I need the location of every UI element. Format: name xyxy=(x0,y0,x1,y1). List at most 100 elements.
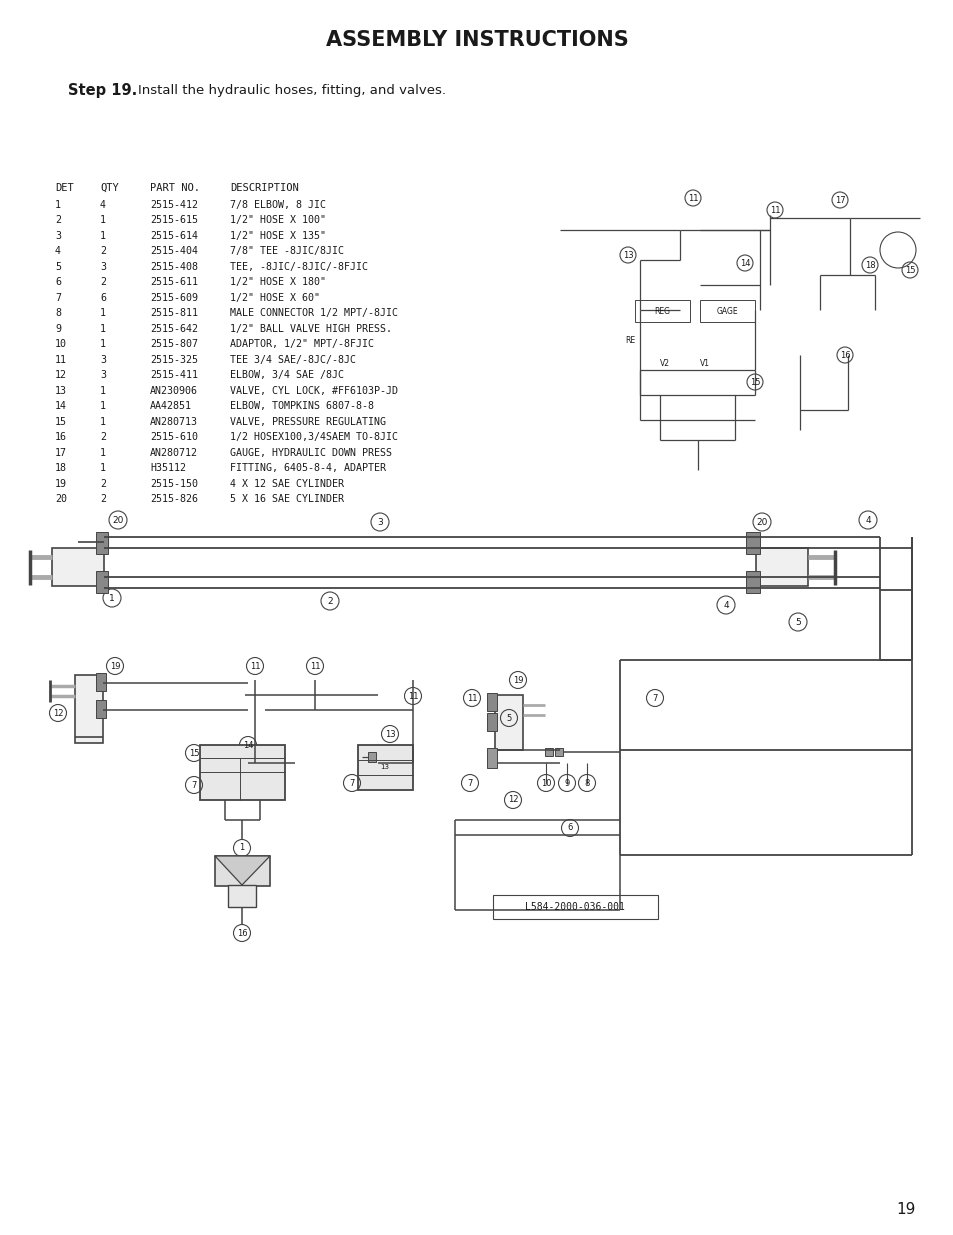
Text: 12: 12 xyxy=(507,795,517,804)
Text: DET: DET xyxy=(55,183,73,193)
Text: 15: 15 xyxy=(903,266,914,274)
Text: 17: 17 xyxy=(834,195,844,205)
Text: 2: 2 xyxy=(100,432,106,442)
Text: 1: 1 xyxy=(100,231,106,241)
Text: 7: 7 xyxy=(55,293,61,303)
Text: 4: 4 xyxy=(864,515,870,525)
Text: 15: 15 xyxy=(189,748,199,757)
Text: 7/8" TEE -8JIC/8JIC: 7/8" TEE -8JIC/8JIC xyxy=(230,246,344,256)
Bar xyxy=(52,548,104,585)
Text: 9: 9 xyxy=(55,324,61,333)
Bar xyxy=(357,745,413,790)
Bar xyxy=(214,856,270,885)
Text: 1/2" BALL VALVE HIGH PRESS.: 1/2" BALL VALVE HIGH PRESS. xyxy=(230,324,392,333)
Text: 2515-642: 2515-642 xyxy=(150,324,198,333)
Bar xyxy=(486,748,497,768)
Text: 20: 20 xyxy=(112,515,124,525)
Text: AN280712: AN280712 xyxy=(150,447,198,457)
Text: 3: 3 xyxy=(100,262,106,272)
Text: 4: 4 xyxy=(55,246,61,256)
Text: 2: 2 xyxy=(100,494,106,504)
Text: 18: 18 xyxy=(55,463,67,473)
Text: 2515-807: 2515-807 xyxy=(150,338,198,350)
Text: 1: 1 xyxy=(100,463,106,473)
Text: 5: 5 xyxy=(794,618,800,626)
Text: 1: 1 xyxy=(100,385,106,395)
Text: 3: 3 xyxy=(100,370,106,380)
Text: PART NO.: PART NO. xyxy=(150,183,200,193)
Text: 3: 3 xyxy=(376,517,382,526)
Text: V1: V1 xyxy=(700,358,709,368)
Text: 13: 13 xyxy=(384,730,395,739)
Text: 2: 2 xyxy=(55,215,61,225)
Bar xyxy=(486,693,497,711)
Text: 4: 4 xyxy=(722,600,728,610)
Text: 2: 2 xyxy=(327,597,333,605)
Text: 3: 3 xyxy=(55,231,61,241)
Text: 19: 19 xyxy=(55,478,67,489)
Text: 1: 1 xyxy=(55,200,61,210)
Text: 1: 1 xyxy=(239,844,244,852)
Text: FITTING, 6405-8-4, ADAPTER: FITTING, 6405-8-4, ADAPTER xyxy=(230,463,386,473)
Text: 11: 11 xyxy=(687,194,698,203)
Text: 2515-412: 2515-412 xyxy=(150,200,198,210)
Bar xyxy=(555,748,562,756)
Text: AN280713: AN280713 xyxy=(150,416,198,426)
Text: 16: 16 xyxy=(236,929,247,937)
Text: DESCRIPTION: DESCRIPTION xyxy=(230,183,298,193)
Text: 7: 7 xyxy=(349,778,355,788)
Text: 13: 13 xyxy=(55,385,67,395)
Text: 1: 1 xyxy=(100,338,106,350)
Text: 2: 2 xyxy=(100,246,106,256)
Text: 1: 1 xyxy=(100,324,106,333)
Text: TEE, -8JIC/-8JIC/-8FJIC: TEE, -8JIC/-8JIC/-8FJIC xyxy=(230,262,368,272)
Text: 1: 1 xyxy=(100,416,106,426)
Text: ELBOW, 3/4 SAE /8JC: ELBOW, 3/4 SAE /8JC xyxy=(230,370,344,380)
Text: 1/2 HOSEX100,3/4SAEM TO-8JIC: 1/2 HOSEX100,3/4SAEM TO-8JIC xyxy=(230,432,397,442)
Bar xyxy=(745,571,760,593)
Bar xyxy=(745,532,760,555)
Text: 9: 9 xyxy=(564,778,569,788)
Text: 18: 18 xyxy=(863,261,875,269)
Text: 5 X 16 SAE CYLINDER: 5 X 16 SAE CYLINDER xyxy=(230,494,344,504)
Text: GAGE: GAGE xyxy=(716,306,737,315)
Text: Step 19.: Step 19. xyxy=(68,83,137,98)
Bar xyxy=(700,300,754,322)
Text: 15: 15 xyxy=(749,378,760,387)
Text: 3: 3 xyxy=(100,354,106,364)
Text: 2515-325: 2515-325 xyxy=(150,354,198,364)
Bar xyxy=(228,885,255,906)
Text: 10: 10 xyxy=(55,338,67,350)
Bar xyxy=(495,695,522,750)
Text: MALE CONNECTOR 1/2 MPT/-8JIC: MALE CONNECTOR 1/2 MPT/-8JIC xyxy=(230,308,397,317)
Text: 19: 19 xyxy=(110,662,120,671)
Text: 11: 11 xyxy=(407,692,417,700)
Text: 4: 4 xyxy=(100,200,106,210)
Bar xyxy=(486,713,497,731)
Text: V2: V2 xyxy=(659,358,669,368)
Bar xyxy=(96,571,108,593)
Text: 7: 7 xyxy=(192,781,196,789)
Text: 12: 12 xyxy=(55,370,67,380)
Text: 2515-611: 2515-611 xyxy=(150,277,198,287)
Text: 12: 12 xyxy=(52,709,63,718)
Text: 8: 8 xyxy=(55,308,61,317)
Text: VALVE, PRESSURE REGULATING: VALVE, PRESSURE REGULATING xyxy=(230,416,386,426)
Bar xyxy=(544,748,553,756)
Text: TEE 3/4 SAE/-8JC/-8JC: TEE 3/4 SAE/-8JC/-8JC xyxy=(230,354,355,364)
Text: 19: 19 xyxy=(512,676,522,684)
Text: 2515-404: 2515-404 xyxy=(150,246,198,256)
Text: ELBOW, TOMPKINS 6807-8-8: ELBOW, TOMPKINS 6807-8-8 xyxy=(230,401,374,411)
Text: RE: RE xyxy=(624,336,635,345)
Bar xyxy=(96,700,106,718)
Text: 2515-411: 2515-411 xyxy=(150,370,198,380)
Text: 1: 1 xyxy=(100,447,106,457)
Text: 7/8 ELBOW, 8 JIC: 7/8 ELBOW, 8 JIC xyxy=(230,200,326,210)
Text: 4 X 12 SAE CYLINDER: 4 X 12 SAE CYLINDER xyxy=(230,478,344,489)
Text: 2515-615: 2515-615 xyxy=(150,215,198,225)
Text: H35112: H35112 xyxy=(150,463,186,473)
Text: AA42851: AA42851 xyxy=(150,401,192,411)
Text: 2515-610: 2515-610 xyxy=(150,432,198,442)
Text: 17: 17 xyxy=(55,447,67,457)
Bar xyxy=(100,535,108,550)
